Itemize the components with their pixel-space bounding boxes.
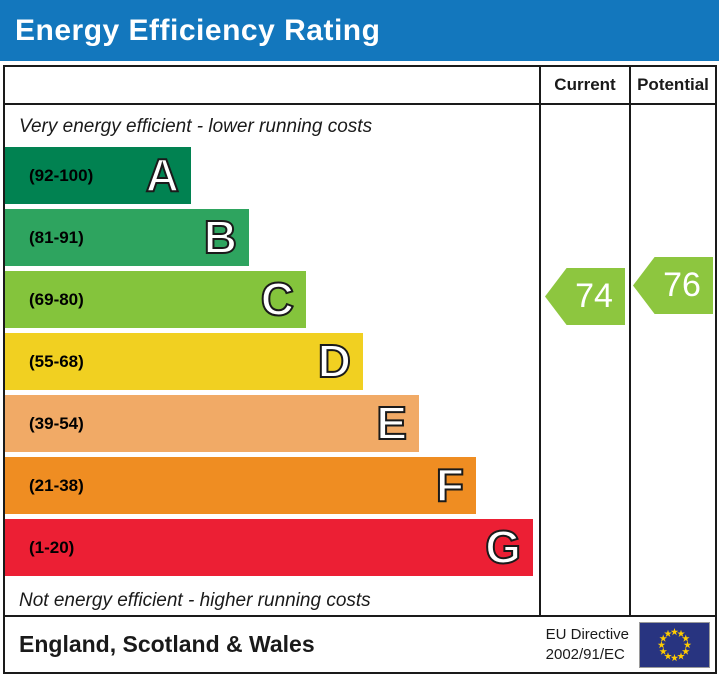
band-letter: C [260,272,295,326]
band-bar: (55-68) D [5,333,363,390]
potential-rating-value: 76 [663,266,701,304]
band-row-e: (39-54) E [5,395,539,452]
rating-table: Current Potential Very energy efficient … [3,65,717,674]
band-row-f: (21-38) F [5,457,539,514]
current-rating-value: 74 [575,277,613,315]
band-letter: A [145,148,180,202]
region-label: England, Scotland & Wales [19,631,315,657]
current-rating-arrow: 74 [545,268,625,325]
band-bar: (81-91) B [5,209,249,266]
band-range: (69-80) [29,289,84,309]
top-note: Very energy efficient - lower running co… [19,116,373,137]
column-header-potential: Potential [629,67,715,105]
band-range: (81-91) [29,227,84,247]
band-bar: (39-54) E [5,395,419,452]
band-letter: G [484,520,522,574]
current-rating-column: 74 [539,105,629,615]
eu-directive-line2: 2002/91/EC [545,645,625,663]
band-range: (92-100) [29,165,94,185]
bands-chart-area: Very energy efficient - lower running co… [5,105,539,615]
eu-directive-line1: EU Directive [545,626,629,643]
footer-bar: England, Scotland & Wales EU Directive 2… [5,615,715,672]
column-header-current: Current [539,67,629,105]
band-bar: (1-20) G [5,519,533,576]
title-bar: Energy Efficiency Rating [0,0,719,61]
band-letter: D [317,334,352,388]
band-row-c: (69-80) C [5,271,539,328]
band-row-d: (55-68) D [5,333,539,390]
eu-flag-icon [639,621,710,668]
band-range: (39-54) [29,413,84,433]
band-bar: (69-80) C [5,271,306,328]
bottom-note: Not energy efficient - higher running co… [19,590,371,611]
band-row-a: (92-100) A [5,147,539,204]
band-range: (55-68) [29,351,84,371]
band-range: (1-20) [29,537,75,557]
band-letter: F [435,458,465,512]
band-row-g: (1-20) G [5,519,539,576]
band-letter: B [203,210,238,264]
potential-rating-column: 76 [629,105,715,615]
band-letter: E [375,396,408,450]
band-bar: (92-100) A [5,147,191,204]
eu-directive-label: EU Directive 2002/91/EC [546,625,629,664]
potential-rating-arrow: 76 [633,257,713,314]
header-spacer [5,67,539,105]
page-title: Energy Efficiency Rating [15,13,381,47]
band-bar: (21-38) F [5,457,476,514]
band-range: (21-38) [29,475,84,495]
band-list: (92-100) A (81-91) B (69-80) C (55-68) D… [5,147,539,576]
band-row-b: (81-91) B [5,209,539,266]
